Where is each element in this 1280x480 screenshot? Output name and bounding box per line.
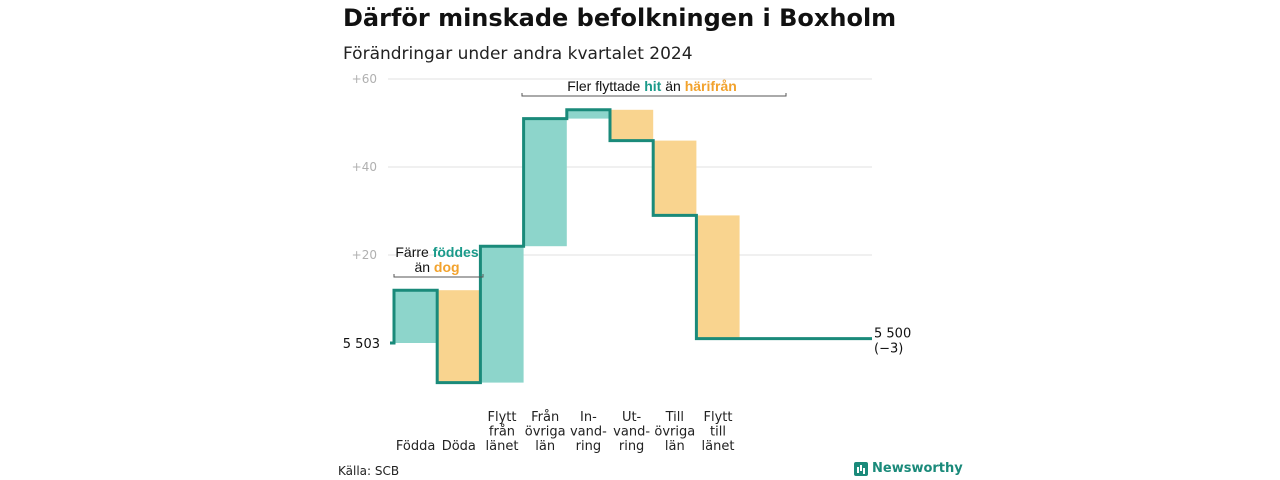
annotation-left-bracket — [393, 274, 484, 278]
end-value-label: 5 500 — [874, 327, 911, 342]
category-label: Till — [665, 410, 684, 425]
source-note: Källa: SCB — [338, 464, 400, 478]
category-label: In- — [580, 410, 597, 425]
chart-title: Därför minskade befolkningen i Boxholm — [343, 4, 897, 32]
waterfall-bar — [523, 118, 567, 247]
y-tick-label: +40 — [352, 160, 377, 174]
waterfall-bar — [437, 290, 481, 383]
category-label: länet — [486, 439, 519, 454]
waterfall-bar — [610, 109, 654, 141]
annotation-left-line1: Färre föddes — [395, 244, 478, 260]
category-label: till — [710, 425, 726, 440]
annotation-right-text: Fler flyttade hit än härifrån — [567, 78, 737, 94]
y-tick-label: +60 — [352, 72, 377, 86]
category-label: vand- — [570, 425, 607, 440]
category-label: Döda — [442, 439, 476, 454]
start-value-label: 5 503 — [343, 337, 380, 352]
cumulative-step-line — [390, 108, 872, 385]
end-change-label: (−3) — [874, 342, 903, 357]
brand-name: Newsworthy — [872, 461, 963, 476]
category-label: ring — [619, 439, 644, 454]
category-label: Födda — [396, 439, 435, 454]
newsworthy-logo-icon — [854, 461, 868, 476]
waterfall-bar — [696, 215, 740, 339]
waterfall-bar — [394, 290, 438, 343]
chart-subtitle: Förändringar under andra kvartalet 2024 — [343, 44, 693, 64]
category-label: Flytt — [488, 410, 517, 425]
category-label: Från — [531, 410, 559, 425]
category-label: län — [665, 439, 685, 454]
category-label: län — [535, 439, 555, 454]
waterfall-bar — [566, 109, 610, 119]
category-label: från — [489, 425, 515, 440]
category-label: övriga — [525, 425, 566, 440]
category-label: övriga — [654, 425, 695, 440]
category-label: Flytt — [704, 410, 733, 425]
waterfall-bar — [653, 140, 697, 216]
annotation-left-line2: än dog — [414, 259, 459, 275]
category-label: Ut- — [622, 410, 642, 425]
category-label: länet — [702, 439, 735, 454]
category-label: vand- — [613, 425, 650, 440]
annotation-right-bracket — [521, 93, 787, 97]
category-label: ring — [576, 439, 601, 454]
y-tick-label: +20 — [352, 248, 377, 262]
waterfall-bar — [480, 246, 524, 383]
newsworthy-brand: Newsworthy — [854, 461, 963, 476]
